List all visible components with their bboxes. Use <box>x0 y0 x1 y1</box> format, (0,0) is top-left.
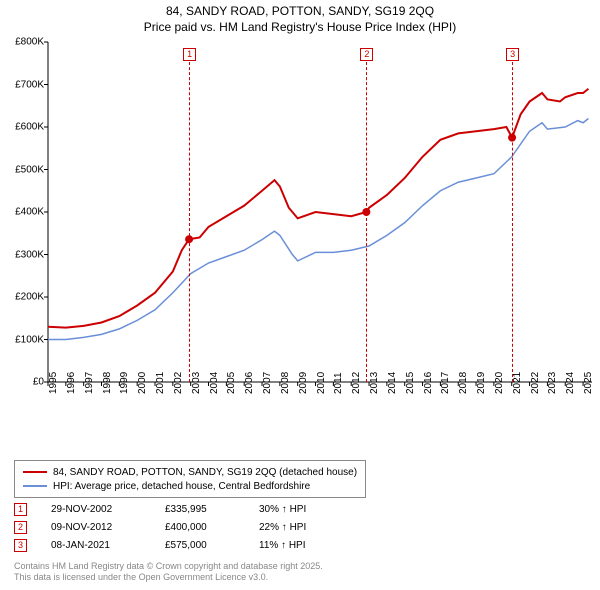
sale-date: 09-NOV-2012 <box>51 522 141 533</box>
y-tick-label: £0 <box>33 377 44 388</box>
sale-marker-box: 3 <box>506 48 519 61</box>
legend-item: 84, SANDY ROAD, POTTON, SANDY, SG19 2QQ … <box>23 465 357 479</box>
legend: 84, SANDY ROAD, POTTON, SANDY, SG19 2QQ … <box>14 460 366 498</box>
sale-hpi: 30% ↑ HPI <box>259 504 349 515</box>
sale-marker-line <box>512 52 513 382</box>
sale-marker-box: 2 <box>360 48 373 61</box>
y-tick-label: £200K <box>15 292 44 303</box>
title-line2: Price paid vs. HM Land Registry's House … <box>0 20 600 36</box>
sale-row-marker: 2 <box>14 521 27 534</box>
sale-row-marker: 3 <box>14 539 27 552</box>
sale-row: 2 09-NOV-2012 £400,000 22% ↑ HPI <box>14 518 349 536</box>
sale-date: 29-NOV-2002 <box>51 504 141 515</box>
sale-row: 1 29-NOV-2002 £335,995 30% ↑ HPI <box>14 500 349 518</box>
sale-price: £575,000 <box>165 540 235 551</box>
sales-table: 1 29-NOV-2002 £335,995 30% ↑ HPI 2 09-NOV-201… <box>14 500 349 554</box>
sale-price: £335,995 <box>165 504 235 515</box>
y-tick-label: £500K <box>15 164 44 175</box>
y-tick-label: £300K <box>15 249 44 260</box>
sale-price: £400,000 <box>165 522 235 533</box>
sale-row-marker: 1 <box>14 503 27 516</box>
legend-item: HPI: Average price, detached house, Cent… <box>23 479 357 493</box>
sale-marker-box: 1 <box>183 48 196 61</box>
sale-hpi: 22% ↑ HPI <box>259 522 349 533</box>
legend-swatch <box>23 485 47 487</box>
y-tick-label: £800K <box>15 37 44 48</box>
legend-swatch <box>23 471 47 473</box>
sale-marker-line <box>189 52 190 382</box>
chart-title: 84, SANDY ROAD, POTTON, SANDY, SG19 2QQ … <box>0 0 600 35</box>
x-tick-label: 2025 <box>583 372 600 394</box>
footer-line2: This data is licensed under the Open Gov… <box>14 572 323 584</box>
legend-label: 84, SANDY ROAD, POTTON, SANDY, SG19 2QQ … <box>53 467 357 478</box>
y-tick-label: £700K <box>15 79 44 90</box>
sale-row: 3 08-JAN-2021 £575,000 11% ↑ HPI <box>14 536 349 554</box>
series-hpi <box>48 119 588 340</box>
legend-label: HPI: Average price, detached house, Cent… <box>53 481 310 492</box>
footer-line1: Contains HM Land Registry data © Crown c… <box>14 561 323 573</box>
title-line1: 84, SANDY ROAD, POTTON, SANDY, SG19 2QQ <box>0 4 600 20</box>
y-tick-label: £600K <box>15 122 44 133</box>
y-tick-label: £100K <box>15 334 44 345</box>
chart-area: £0£100K£200K£300K£400K£500K£600K£700K£80… <box>48 42 592 410</box>
footer: Contains HM Land Registry data © Crown c… <box>14 561 323 584</box>
sale-marker-line <box>366 52 367 382</box>
y-tick-label: £400K <box>15 207 44 218</box>
sale-date: 08-JAN-2021 <box>51 540 141 551</box>
series-price_paid <box>48 89 588 328</box>
chart-svg <box>48 42 592 382</box>
sale-hpi: 11% ↑ HPI <box>259 540 349 551</box>
